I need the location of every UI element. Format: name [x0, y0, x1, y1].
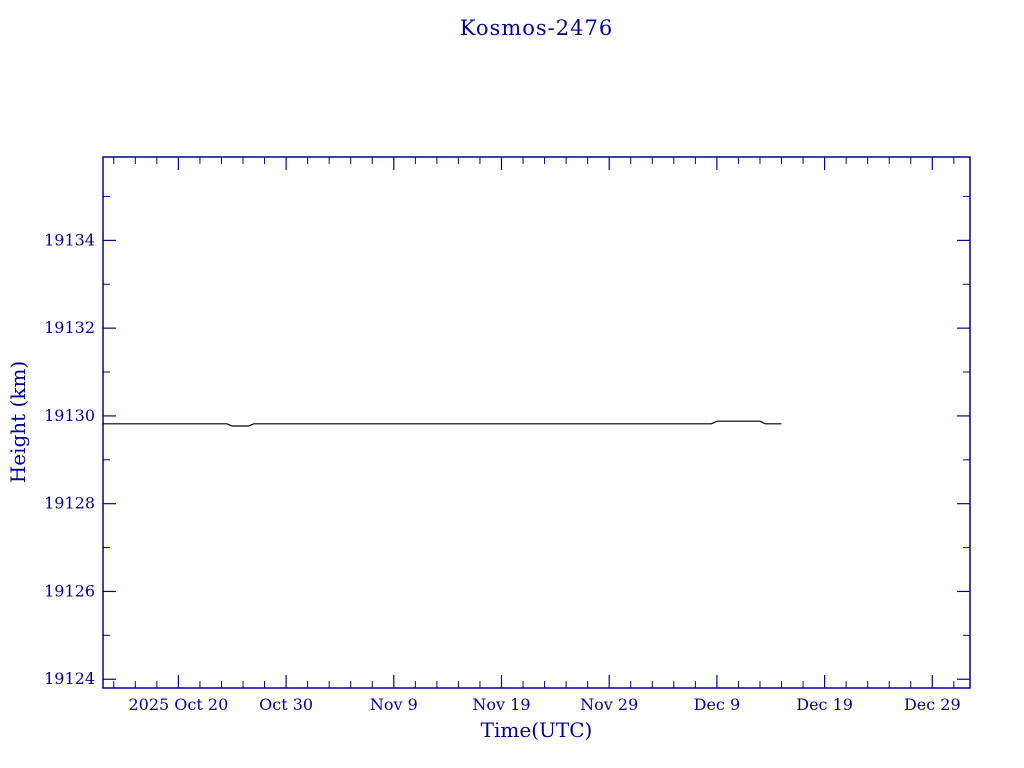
y-tick-label: 19128 [44, 494, 95, 513]
height-series-line [103, 420, 782, 427]
y-tick-label: 19130 [44, 406, 95, 425]
x-tick-label: 2025 Oct 20 [129, 695, 229, 714]
x-tick-label: Dec 29 [904, 695, 961, 714]
y-tick-label: 19124 [44, 669, 95, 688]
x-tick-label: Nov 19 [472, 695, 530, 714]
x-tick-label: Oct 30 [259, 695, 313, 714]
x-tick-label: Nov 9 [370, 695, 418, 714]
x-axis-label: Time(UTC) [480, 718, 593, 742]
axis-frame [102, 156, 971, 689]
x-tick-label: Nov 29 [580, 695, 638, 714]
y-tick-label: 19134 [44, 230, 95, 249]
x-tick-label: Dec 9 [694, 695, 741, 714]
chart-title: Kosmos-2476 [459, 16, 614, 40]
y-tick-label: 19126 [44, 581, 95, 600]
y-tick-label: 19132 [44, 318, 95, 337]
x-tick-label: Dec 19 [796, 695, 853, 714]
